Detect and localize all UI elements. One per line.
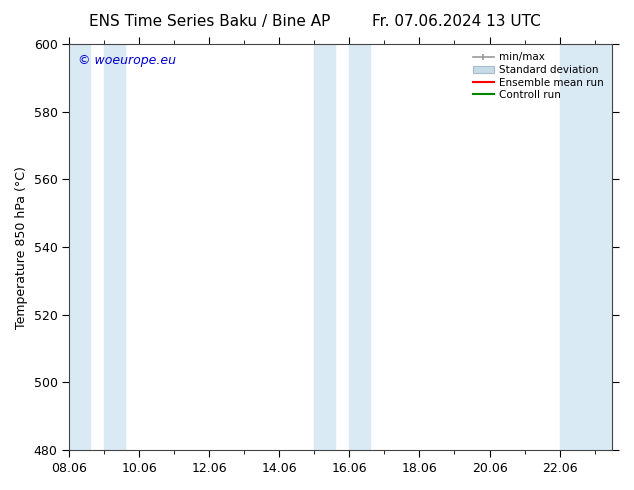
Text: ENS Time Series Baku / Bine AP: ENS Time Series Baku / Bine AP [89, 14, 330, 29]
Y-axis label: Temperature 850 hPa (°C): Temperature 850 hPa (°C) [15, 166, 28, 328]
Text: © woeurope.eu: © woeurope.eu [77, 54, 176, 67]
Bar [69, 44, 91, 450]
Bar [105, 44, 126, 450]
Bar [314, 44, 335, 450]
Bar [349, 44, 370, 450]
Legend: min/max, Standard deviation, Ensemble mean run, Controll run: min/max, Standard deviation, Ensemble me… [470, 49, 607, 103]
Bar [560, 44, 616, 450]
Text: Fr. 07.06.2024 13 UTC: Fr. 07.06.2024 13 UTC [372, 14, 541, 29]
